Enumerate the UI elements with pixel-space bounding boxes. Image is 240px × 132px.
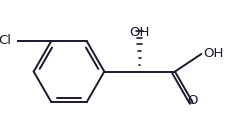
Text: Cl: Cl — [0, 34, 12, 48]
Text: OH: OH — [203, 47, 224, 60]
Text: O: O — [187, 94, 198, 107]
Text: OH: OH — [129, 26, 150, 39]
